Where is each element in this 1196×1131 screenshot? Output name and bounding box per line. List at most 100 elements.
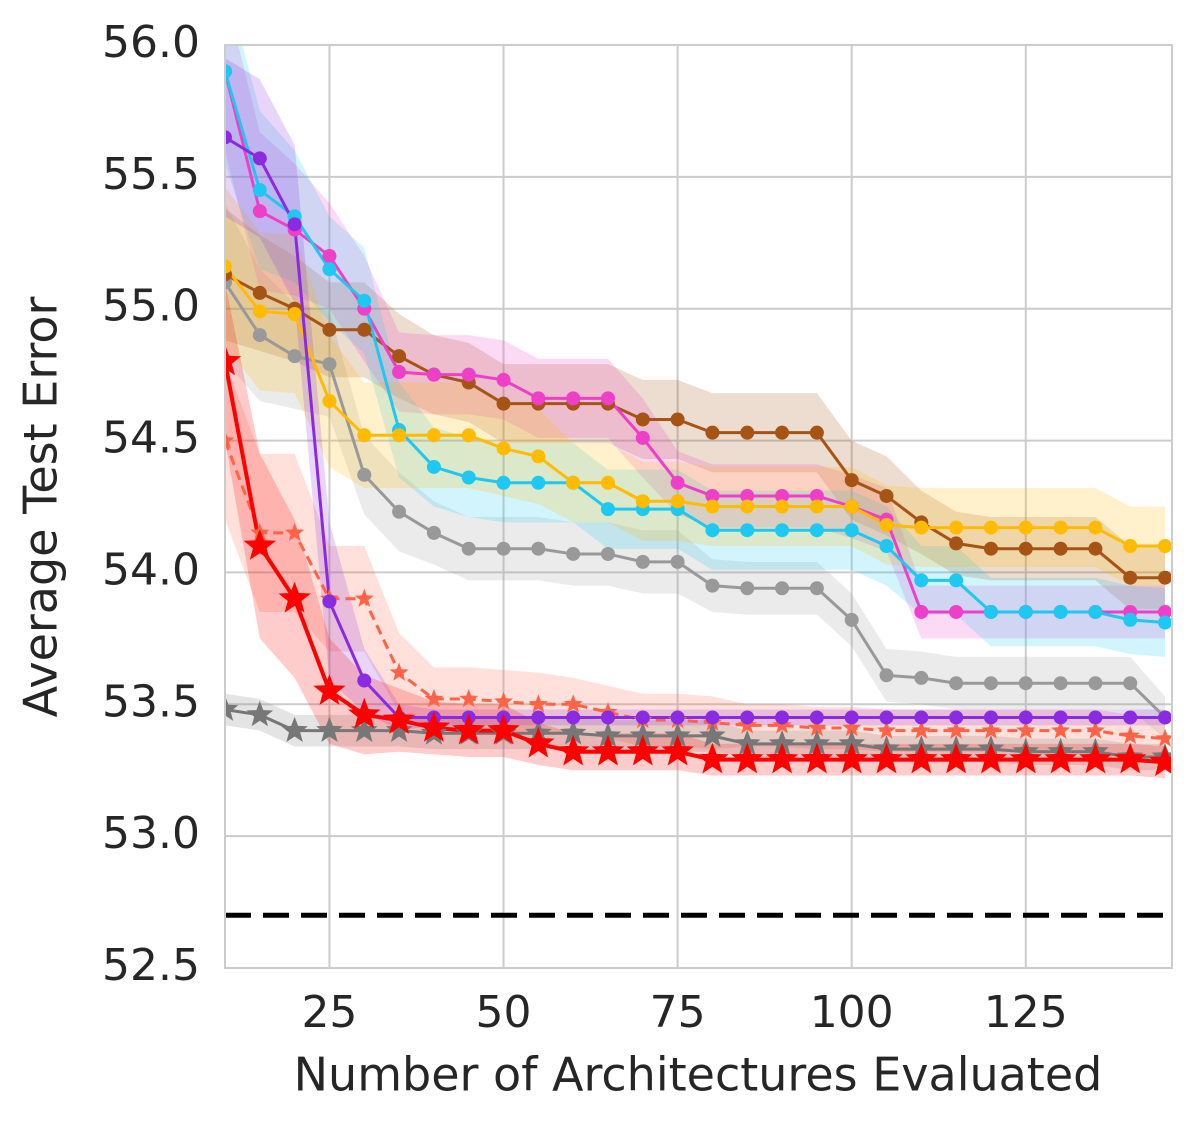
circle-marker <box>740 499 755 514</box>
series-line <box>225 361 1166 765</box>
circle-marker <box>705 488 720 503</box>
circle-marker <box>1053 710 1068 725</box>
star-marker <box>905 742 938 774</box>
star-marker <box>389 662 409 681</box>
circle-marker <box>775 581 790 596</box>
star-marker <box>870 742 903 774</box>
star-marker <box>559 719 587 745</box>
star-marker <box>629 721 657 748</box>
circle-marker <box>775 710 790 725</box>
star-marker <box>696 742 729 774</box>
circle-marker <box>635 710 650 725</box>
circle-marker <box>461 541 476 556</box>
star-marker <box>348 697 381 729</box>
circle-marker <box>426 367 441 382</box>
series-line <box>225 440 1166 741</box>
circle-marker <box>566 710 581 725</box>
circle-marker <box>844 499 859 514</box>
y-tick-label: 54.0 <box>102 544 200 595</box>
circle-marker <box>1053 604 1068 619</box>
circle-marker <box>252 304 267 319</box>
star-marker <box>807 718 827 737</box>
circle-marker <box>740 581 755 596</box>
star-marker <box>1051 720 1071 739</box>
circle-marker <box>914 520 929 535</box>
circle-marker <box>1158 615 1172 630</box>
y-tick-label: 54.5 <box>102 413 200 464</box>
y-axis-label: Average Test Error <box>14 296 68 717</box>
circle-marker <box>844 523 859 538</box>
circle-marker <box>879 539 894 554</box>
star-marker <box>800 742 833 774</box>
star-marker <box>835 742 868 774</box>
circle-marker <box>1123 570 1138 585</box>
circle-marker <box>670 494 685 509</box>
circle-marker <box>1053 520 1068 535</box>
star-marker <box>733 729 761 756</box>
circle-marker <box>1158 604 1172 619</box>
series-line <box>225 265 1166 548</box>
circle-marker <box>322 357 337 372</box>
y-tick-label: 52.5 <box>102 940 200 991</box>
star-marker <box>838 729 865 756</box>
error-band <box>225 45 1166 657</box>
circle-marker <box>252 285 267 300</box>
x-tick-label: 75 <box>650 987 706 1038</box>
x-tick-label: 125 <box>984 987 1068 1038</box>
circle-marker <box>496 396 511 411</box>
circle-marker <box>809 581 824 596</box>
star-marker <box>661 734 694 766</box>
circle-marker <box>225 259 232 274</box>
circle-marker <box>1123 539 1138 554</box>
star-marker <box>487 713 520 745</box>
star-marker <box>842 718 862 737</box>
y-tick-label: 56.0 <box>102 17 200 68</box>
circle-marker <box>287 349 302 364</box>
star-marker <box>494 691 513 710</box>
circle-marker <box>392 504 407 519</box>
circle-marker <box>461 428 476 443</box>
star-marker <box>285 522 305 541</box>
circle-marker <box>225 64 232 79</box>
circle-marker <box>844 473 859 488</box>
circle-marker <box>949 573 964 588</box>
circle-marker <box>635 554 650 569</box>
star-marker <box>765 742 799 774</box>
circle-marker <box>287 217 302 232</box>
star-marker <box>385 716 413 742</box>
star-marker <box>731 742 764 774</box>
error-band <box>225 361 1166 760</box>
circle-marker <box>426 428 441 443</box>
circle-marker <box>983 604 998 619</box>
star-marker <box>225 695 239 721</box>
circle-marker <box>1018 541 1033 556</box>
circle-marker <box>949 520 964 535</box>
x-axis-label: Number of Architectures Evaluated <box>294 1048 1103 1102</box>
circle-marker <box>357 467 372 482</box>
circle-marker <box>600 546 615 561</box>
star-marker <box>225 430 235 449</box>
circle-marker <box>670 475 685 490</box>
y-tick-label: 53.0 <box>102 808 200 859</box>
circle-marker <box>635 494 650 509</box>
star-marker <box>424 689 444 708</box>
circle-marker <box>775 488 790 503</box>
circle-marker <box>461 367 476 382</box>
circle-marker <box>287 306 302 321</box>
star-marker <box>626 734 659 766</box>
circle-marker <box>252 183 267 198</box>
circle-marker <box>809 499 824 514</box>
circle-marker <box>1088 604 1103 619</box>
error-band <box>225 187 1166 586</box>
circle-marker <box>600 710 615 725</box>
circle-marker <box>1053 676 1068 691</box>
star-marker <box>591 734 625 766</box>
circle-marker <box>1123 676 1138 691</box>
circle-marker <box>1123 612 1138 627</box>
star-marker <box>877 720 896 739</box>
circle-marker <box>566 391 581 406</box>
star-marker <box>699 721 726 748</box>
star-marker <box>246 700 274 727</box>
star-marker <box>974 742 1008 774</box>
circle-marker <box>1053 541 1068 556</box>
